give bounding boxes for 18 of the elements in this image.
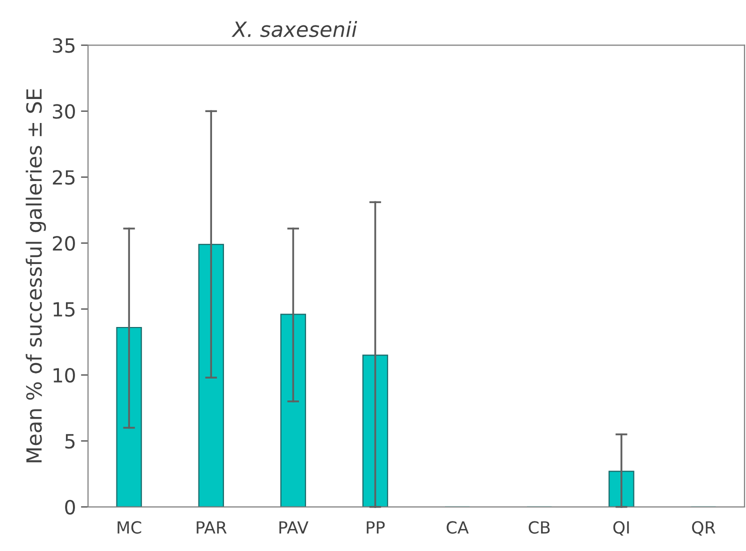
y-tick-label: 5 bbox=[65, 434, 75, 449]
x-tick-label: PAV bbox=[279, 521, 308, 534]
y-tick-label: 15 bbox=[54, 302, 75, 317]
x-tick-label: PAR bbox=[196, 521, 227, 534]
x-tick-label: QR bbox=[692, 521, 716, 536]
chart-title: X. saxesenii bbox=[232, 21, 358, 38]
x-tick-label: PP bbox=[366, 521, 385, 534]
y-tick-label: 0 bbox=[65, 500, 75, 515]
x-tick-label: QI bbox=[613, 521, 629, 536]
y-tick-label: 10 bbox=[54, 368, 75, 383]
x-tick-label: CB bbox=[528, 521, 550, 534]
y-tick-label: 20 bbox=[52, 236, 75, 251]
x-tick-label: MC bbox=[118, 521, 142, 534]
x-tick-label: CA bbox=[446, 521, 469, 534]
y-tick-label: 35 bbox=[52, 38, 75, 53]
y-tick-label: 30 bbox=[52, 104, 75, 119]
y-tick-label: 25 bbox=[52, 170, 75, 185]
y-axis-title: Mean % of successful galleries ± SE bbox=[26, 89, 46, 462]
